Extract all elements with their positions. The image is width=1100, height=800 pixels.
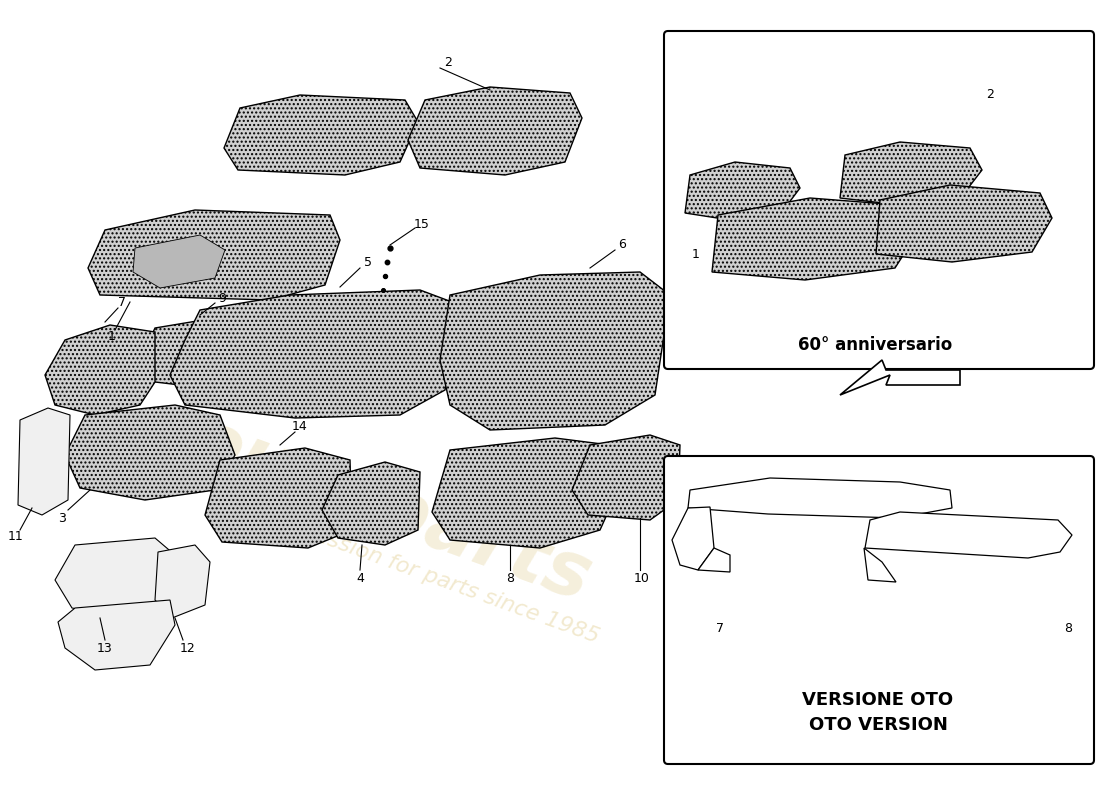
Text: a passion for parts since 1985: a passion for parts since 1985 [278,513,602,647]
Polygon shape [864,548,896,582]
Polygon shape [440,272,670,430]
Text: 5: 5 [364,255,372,269]
Polygon shape [408,87,582,175]
Text: 11: 11 [8,530,24,543]
Text: 1: 1 [108,330,115,342]
Polygon shape [58,600,175,670]
Text: 2: 2 [444,55,452,69]
Text: europarts: europarts [179,403,601,617]
Text: 1: 1 [692,249,700,262]
Text: 4: 4 [356,571,364,585]
Polygon shape [224,95,418,175]
Polygon shape [55,538,175,618]
Text: 8: 8 [506,571,514,585]
Polygon shape [865,512,1072,558]
Polygon shape [572,435,680,520]
Text: 15: 15 [414,218,430,230]
Polygon shape [205,448,352,548]
Text: 10: 10 [634,571,650,585]
Text: 2: 2 [986,89,994,102]
FancyBboxPatch shape [664,31,1094,369]
Polygon shape [65,405,235,500]
Text: 6: 6 [618,238,626,250]
Text: 12: 12 [180,642,196,654]
Polygon shape [688,478,952,518]
Polygon shape [685,162,800,220]
Polygon shape [45,325,155,415]
Polygon shape [840,142,982,205]
Polygon shape [698,548,730,572]
Text: 14: 14 [293,419,308,433]
Polygon shape [170,290,460,418]
Text: OTO VERSION: OTO VERSION [808,716,947,734]
Text: 8: 8 [1064,622,1072,634]
Text: 60° anniversario: 60° anniversario [798,336,953,354]
Text: 9: 9 [218,291,226,305]
Text: 13: 13 [97,642,113,654]
Polygon shape [88,210,340,300]
Text: 7: 7 [118,297,127,310]
Polygon shape [140,318,255,388]
Polygon shape [876,185,1052,262]
Polygon shape [133,235,226,288]
Polygon shape [432,438,618,548]
Polygon shape [155,545,210,618]
Polygon shape [322,462,420,545]
Polygon shape [18,408,70,515]
Text: 3: 3 [58,511,66,525]
Polygon shape [712,198,918,280]
Polygon shape [840,360,960,395]
Text: 7: 7 [716,622,724,634]
Polygon shape [672,507,714,570]
FancyBboxPatch shape [664,456,1094,764]
Text: VERSIONE OTO: VERSIONE OTO [802,691,954,709]
